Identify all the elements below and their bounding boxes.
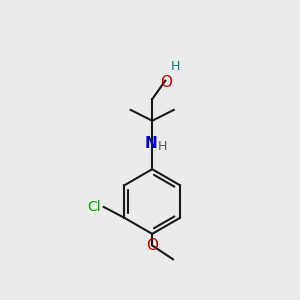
Text: H: H xyxy=(158,140,167,153)
Text: O: O xyxy=(146,238,158,253)
Text: N: N xyxy=(144,136,157,151)
Text: H: H xyxy=(171,60,180,73)
Text: Cl: Cl xyxy=(88,200,101,214)
Text: O: O xyxy=(160,75,172,90)
